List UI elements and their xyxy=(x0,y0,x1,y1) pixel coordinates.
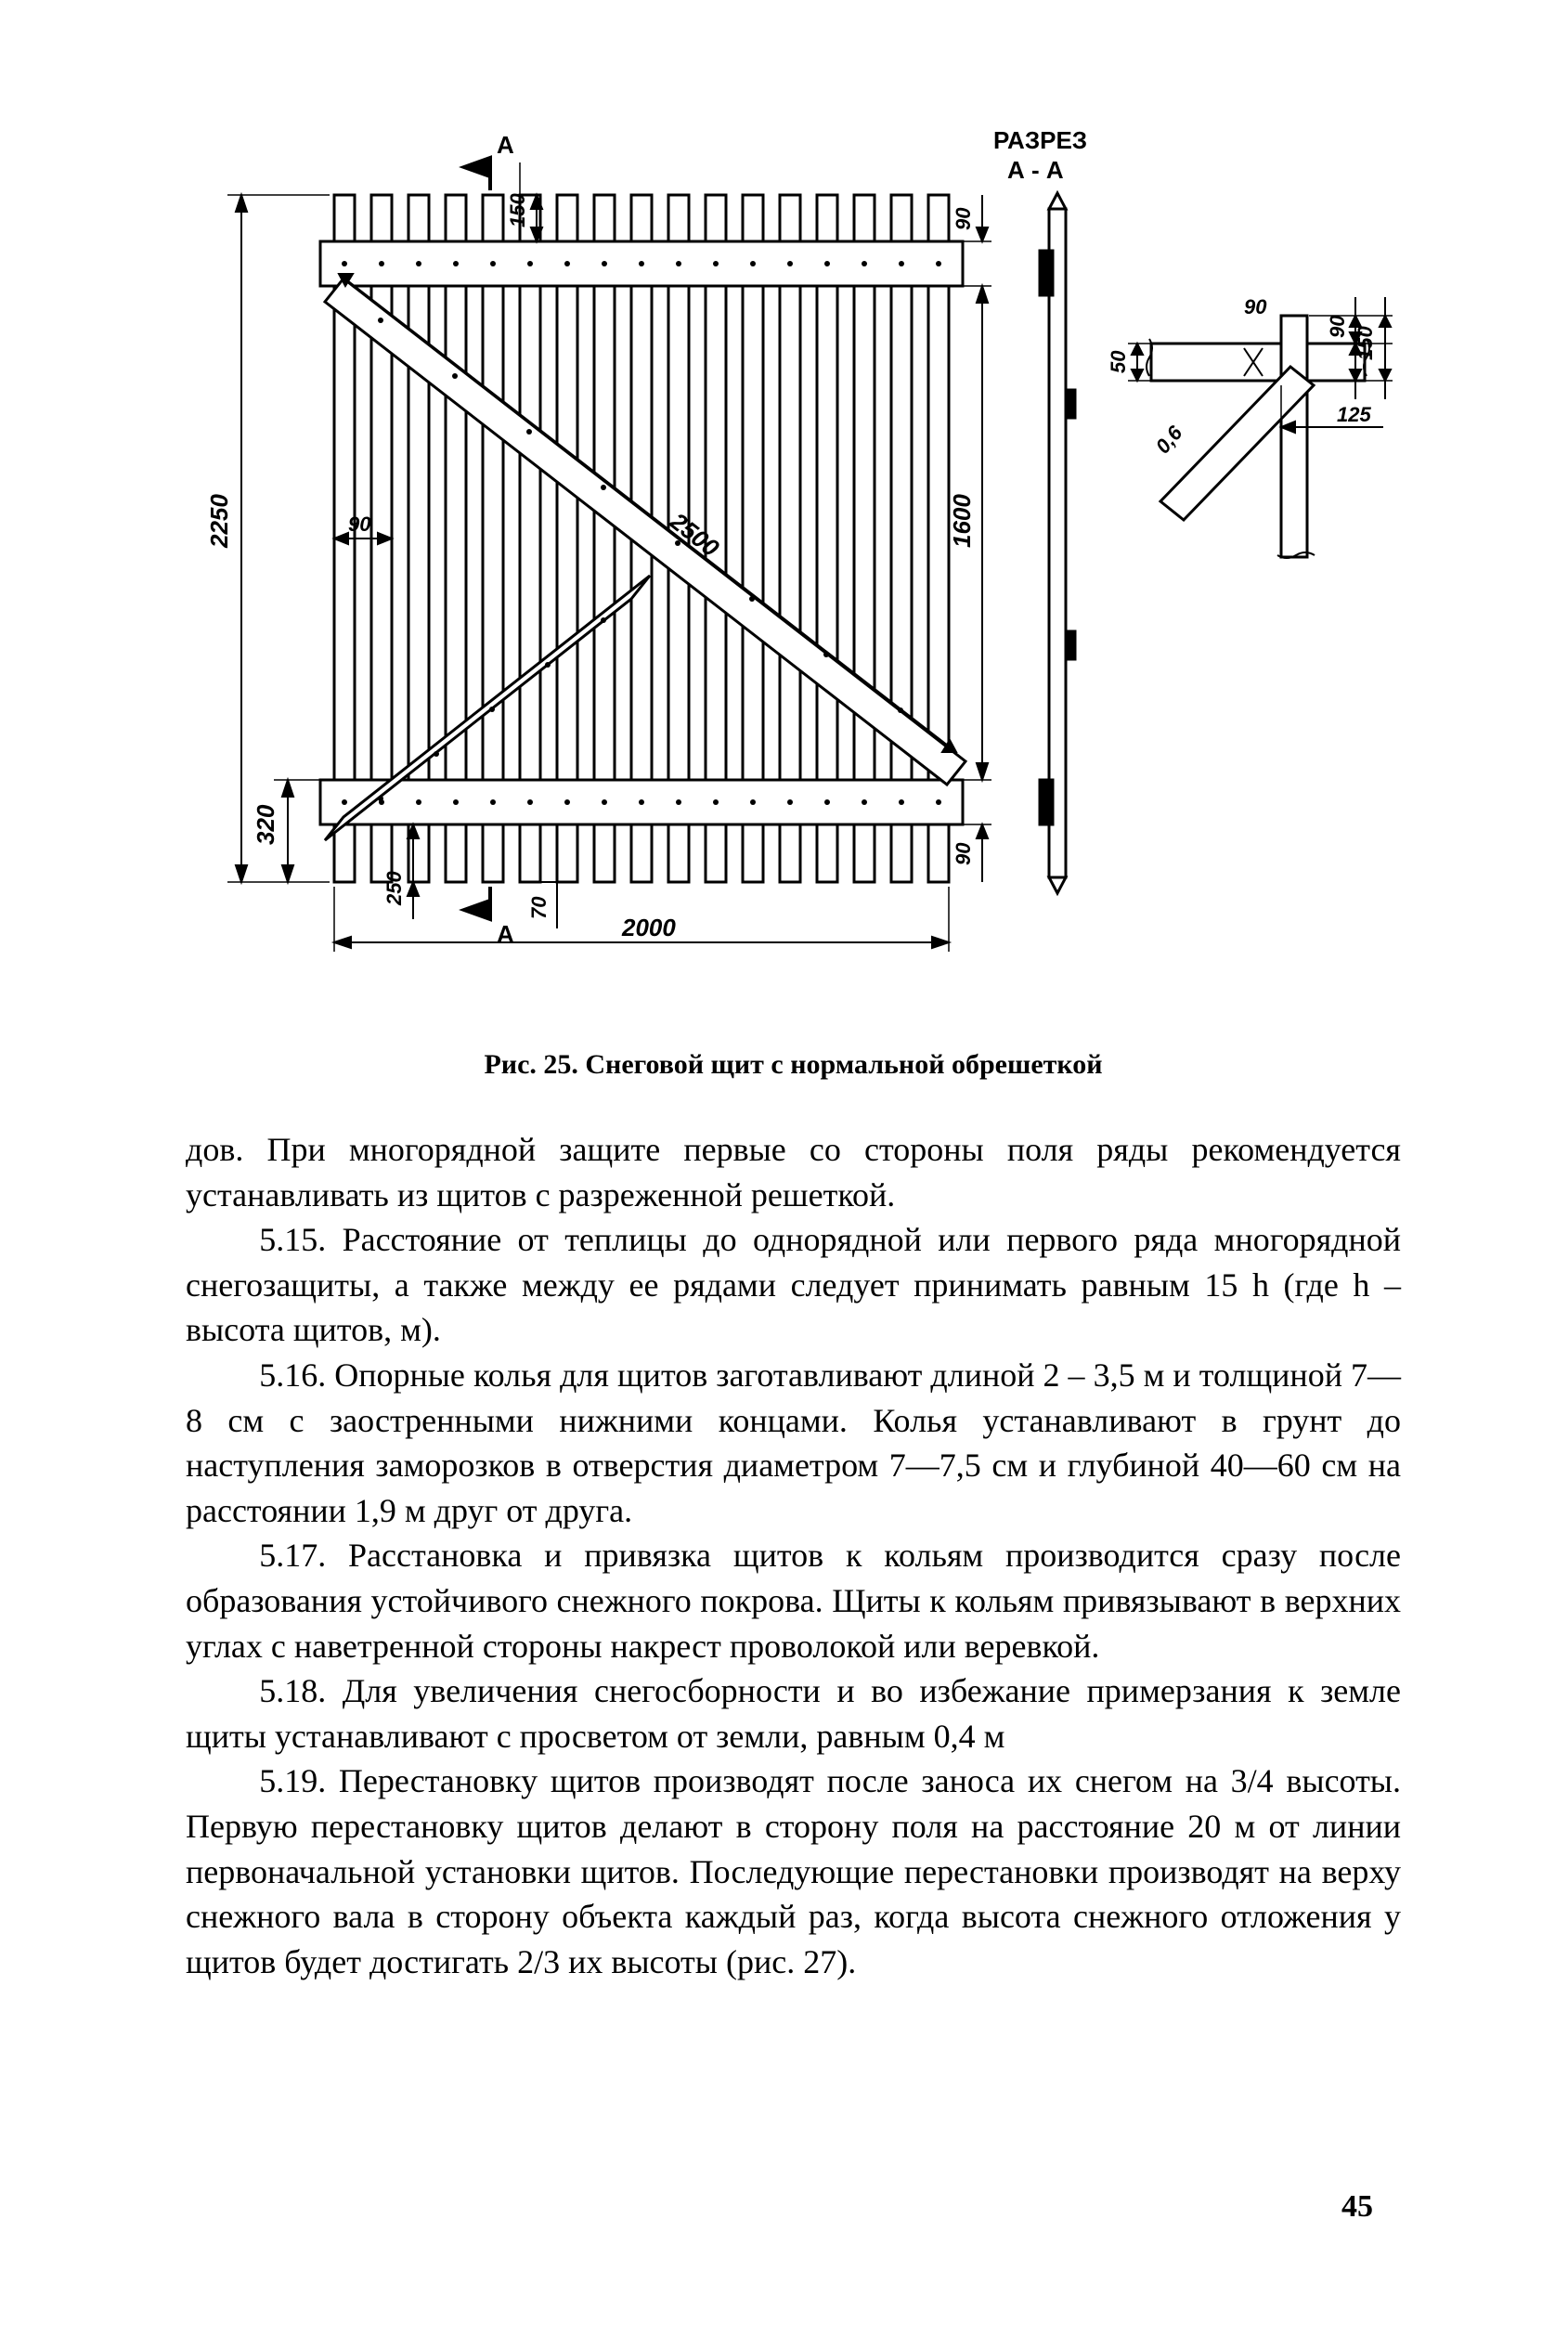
marker-A-bottom: А xyxy=(497,920,514,948)
dim-1600 xyxy=(977,286,988,780)
dim-90-det1-label: 90 xyxy=(1244,295,1267,318)
dim-70-label: 70 xyxy=(527,896,551,919)
figure-svg: РАЗРЕЗ А - А xyxy=(186,111,1401,1021)
marker-A-top: А xyxy=(497,131,514,159)
dim-320-label: 320 xyxy=(252,804,279,845)
page-number: 45 xyxy=(1341,2189,1373,2225)
dim-90-det2-label: 90 xyxy=(1326,315,1349,338)
para-5-18: 5.18. Для увеличения снегосборности и во… xyxy=(186,1668,1401,1758)
figure-caption: Рис. 25. Снеговой щит с нормальной обреш… xyxy=(186,1049,1401,1081)
dim-320 xyxy=(282,780,293,882)
dim-250-label: 250 xyxy=(382,871,406,906)
dim-1600-label: 1600 xyxy=(948,494,976,548)
ext-left xyxy=(227,195,330,882)
dim-2250 xyxy=(236,195,247,882)
dim-2000-label: 2000 xyxy=(621,914,676,941)
dim-2250-label: 2250 xyxy=(205,494,233,549)
section-aa xyxy=(1040,193,1075,893)
dim-90-tr-label: 90 xyxy=(952,207,975,230)
dim-50-label: 50 xyxy=(1107,350,1130,373)
body-text: дов. При многорядной защите первые со ст… xyxy=(186,1127,1401,1984)
dim-125-label: 125 xyxy=(1337,403,1371,426)
page: РАЗРЕЗ А - А xyxy=(0,0,1568,2336)
dim-90-br xyxy=(977,824,988,882)
dim-150-label: 150 xyxy=(506,193,529,227)
para-5-19: 5.19. Перестановку щитов производят посл… xyxy=(186,1758,1401,1984)
para-5-17: 5.17. Расстановка и привязка щитов к кол… xyxy=(186,1533,1401,1668)
para-5-16: 5.16. Опорные колья для щитов заготавлив… xyxy=(186,1353,1401,1533)
dim-90-br-label: 90 xyxy=(952,842,975,865)
para-5-15: 5.15. Расстояние от теплицы до однорядно… xyxy=(186,1217,1401,1353)
dim-150-det-label: 150 xyxy=(1354,326,1377,360)
dim-06-label: 0,6 xyxy=(1151,421,1187,458)
section-header-sub: А - А xyxy=(1007,156,1064,184)
dim-90-tr xyxy=(977,195,988,241)
dim-90-left-label: 90 xyxy=(348,513,371,536)
section-header: РАЗРЕЗ xyxy=(993,126,1087,154)
para-cont: дов. При многорядной защите первые со ст… xyxy=(186,1127,1401,1217)
figure-25: РАЗРЕЗ А - А xyxy=(186,111,1401,1021)
